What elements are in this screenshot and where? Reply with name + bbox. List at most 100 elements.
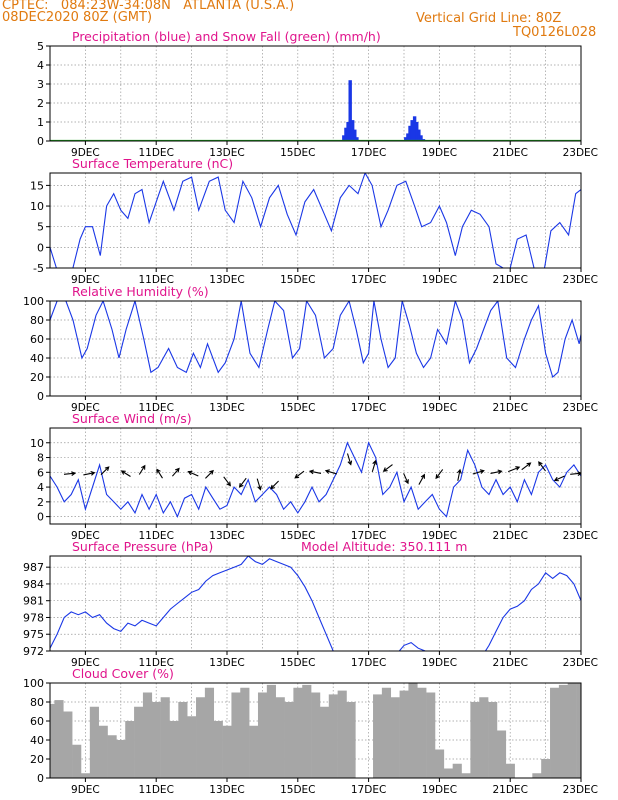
wind-vector — [507, 466, 521, 473]
x-tick-label: 19DEC — [422, 402, 457, 414]
wind-vector — [238, 477, 247, 488]
cloud-bar — [399, 690, 409, 778]
series-line — [50, 556, 581, 651]
cloud-bar — [72, 744, 82, 778]
y-tick-label: 6 — [37, 466, 44, 479]
x-tick-label: 17DEC — [351, 657, 386, 669]
y-tick-label: 15 — [30, 179, 44, 192]
wind-vector — [83, 470, 96, 476]
precip-bar — [419, 135, 423, 141]
y-tick-label: 4 — [37, 481, 44, 494]
y-tick-label: 975 — [23, 628, 44, 641]
cloud-bar — [80, 773, 91, 778]
plot-frame — [49, 427, 582, 525]
header-model-id: TQ0126L028 — [513, 25, 597, 40]
panel-4: 0 2 4 68 10 9DEC 11DEC 13DEC 15DEC 17DEC 19DEC 21DE… — [30, 411, 598, 542]
cloud-bar — [204, 687, 215, 778]
x-tick-label: 9DEC — [71, 530, 100, 542]
cloud-bar — [266, 684, 276, 778]
cloud-bar — [134, 706, 144, 778]
precip-bar — [350, 120, 355, 141]
precip-bar — [342, 135, 346, 141]
y-tick-label: 0 — [37, 511, 44, 524]
x-tick-label: 17DEC — [351, 147, 386, 159]
wind-vector — [270, 480, 279, 490]
wind-vector — [371, 459, 377, 473]
precip-bar — [412, 116, 417, 141]
panel-title: Surface Wind (m/s) — [72, 411, 192, 426]
cloud-bar — [196, 697, 206, 778]
cloud-bar — [373, 694, 383, 778]
precip-bar — [353, 129, 357, 141]
x-tick-label: 23DEC — [563, 147, 598, 159]
wind-vector — [256, 478, 262, 491]
cloud-bar — [187, 716, 197, 778]
wind-vector — [63, 471, 77, 476]
wind-vector — [187, 470, 199, 477]
x-tick-label: 21DEC — [492, 784, 527, 796]
plot-area — [50, 683, 581, 778]
x-tick-label: 11DEC — [138, 402, 173, 414]
cloud-bar — [452, 763, 462, 778]
wind-vector — [382, 464, 393, 472]
cloud-bar — [249, 725, 259, 778]
plot-area — [50, 301, 581, 378]
cloud-bar — [89, 706, 99, 778]
cloud-bar — [532, 773, 542, 778]
cloud-bar — [98, 725, 108, 778]
x-tick-label: 17DEC — [351, 784, 386, 796]
wind-vector — [294, 470, 305, 479]
x-tick-label: 19DEC — [422, 274, 457, 286]
x-tick-label: 11DEC — [138, 530, 173, 542]
cloud-bar — [151, 702, 161, 778]
panel-title: Cloud Cover (%) — [72, 666, 174, 681]
y-tick-label: 981 — [23, 595, 44, 608]
cloud-bar — [381, 687, 392, 778]
cloud-bar — [328, 694, 338, 778]
x-tick-label: 19DEC — [422, 147, 457, 159]
wind-vector — [472, 469, 485, 475]
wind-vector — [346, 453, 353, 466]
cloud-bar — [390, 697, 400, 778]
cloud-bar — [178, 702, 188, 778]
plot-frame — [49, 45, 582, 142]
cloud-bar — [541, 759, 551, 778]
x-tick-label: 23DEC — [563, 784, 598, 796]
y-tick-label: 0 — [37, 135, 44, 148]
y-tick-label: 3 — [37, 78, 44, 91]
y-tick-label: 60 — [30, 333, 44, 346]
panel-title: Relative Humidity (%) — [72, 284, 209, 299]
y-tick-label: 0 — [37, 772, 44, 785]
x-tick-label: 17DEC — [351, 274, 386, 286]
x-tick-label: 21DEC — [492, 402, 527, 414]
cloud-bar — [125, 721, 135, 778]
y-tick-label: 10 — [30, 200, 44, 213]
cloud-bar — [567, 683, 577, 778]
plot-frame — [49, 300, 582, 397]
x-tick-label: 21DEC — [492, 530, 527, 542]
plot-frame — [49, 172, 582, 269]
wind-vector — [403, 473, 409, 485]
wind-vector — [120, 470, 131, 477]
y-tick-label: 80 — [30, 314, 44, 327]
x-tick-label: 13DEC — [209, 274, 244, 286]
panel-title: Precipitation (blue) and Snow Fall (gree… — [72, 29, 381, 44]
y-tick-label: 40 — [30, 352, 44, 365]
header-station: CPTEC: 084:23W-34:08N ATLANTA (U.S.A.) — [2, 0, 295, 13]
x-tick-label: 13DEC — [209, 530, 244, 542]
x-tick-label: 13DEC — [209, 657, 244, 669]
precip-bar — [346, 122, 350, 141]
x-tick-label: 9DEC — [71, 657, 100, 669]
y-tick-label: 10 — [30, 437, 44, 450]
wind-vector — [100, 466, 110, 476]
wind-vector — [223, 476, 231, 487]
cloud-bar — [550, 687, 560, 778]
series-line — [50, 301, 581, 378]
cloud-bar — [443, 768, 453, 778]
x-tick-label: 21DEC — [492, 274, 527, 286]
x-tick-label: 11DEC — [138, 147, 173, 159]
x-tick-label: 11DEC — [138, 657, 173, 669]
wind-vector — [324, 469, 338, 475]
x-tick-label: 23DEC — [563, 657, 598, 669]
x-tick-label: 15DEC — [280, 402, 315, 414]
